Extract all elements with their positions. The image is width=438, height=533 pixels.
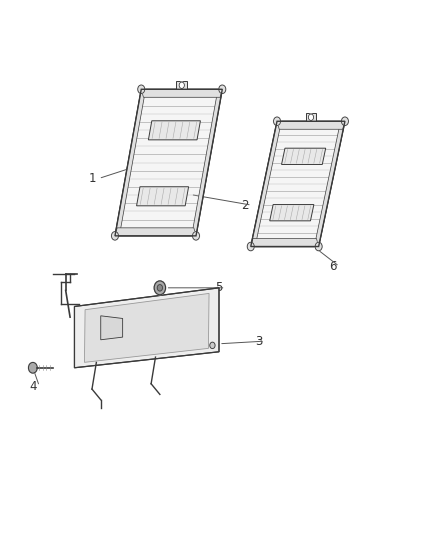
- Polygon shape: [270, 205, 314, 221]
- Polygon shape: [176, 81, 187, 89]
- Circle shape: [219, 85, 226, 94]
- Circle shape: [157, 285, 162, 291]
- Polygon shape: [282, 148, 326, 165]
- Polygon shape: [137, 187, 189, 206]
- Circle shape: [192, 232, 199, 240]
- Polygon shape: [277, 122, 345, 130]
- Polygon shape: [74, 288, 219, 368]
- Text: 3: 3: [255, 335, 262, 348]
- Polygon shape: [314, 122, 345, 246]
- Text: 5: 5: [215, 281, 223, 294]
- Circle shape: [154, 281, 166, 295]
- Circle shape: [28, 362, 37, 373]
- Polygon shape: [192, 89, 223, 236]
- Circle shape: [111, 232, 118, 240]
- Text: 1: 1: [88, 172, 96, 185]
- Polygon shape: [306, 114, 316, 122]
- Polygon shape: [251, 238, 319, 246]
- Polygon shape: [251, 122, 345, 246]
- Circle shape: [247, 242, 254, 251]
- Polygon shape: [101, 316, 123, 340]
- Circle shape: [138, 85, 145, 94]
- Polygon shape: [141, 89, 223, 97]
- Text: 6: 6: [329, 260, 337, 273]
- Polygon shape: [148, 121, 201, 140]
- Circle shape: [315, 242, 322, 251]
- Text: 4: 4: [29, 380, 37, 393]
- Polygon shape: [115, 89, 223, 236]
- Circle shape: [273, 117, 281, 126]
- Polygon shape: [115, 228, 196, 236]
- Text: 2: 2: [241, 199, 249, 212]
- Polygon shape: [251, 122, 281, 246]
- Circle shape: [342, 117, 349, 126]
- Circle shape: [308, 114, 314, 120]
- Circle shape: [210, 342, 215, 349]
- Polygon shape: [85, 293, 209, 362]
- Polygon shape: [115, 89, 145, 236]
- Circle shape: [179, 82, 184, 88]
